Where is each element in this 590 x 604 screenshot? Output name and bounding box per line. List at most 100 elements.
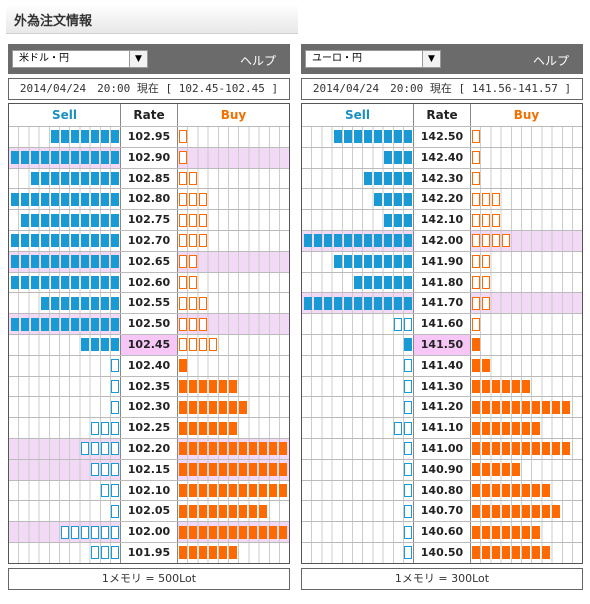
- help-link[interactable]: ヘルプ: [532, 54, 569, 68]
- buy-volume-block: [472, 525, 480, 539]
- buy-volume-block: [219, 379, 227, 393]
- sell-volume-block: [81, 192, 89, 206]
- buy-volume-block: [179, 234, 187, 248]
- rate-value: 102.15: [127, 462, 171, 476]
- sell-volume-block: [91, 338, 99, 352]
- sell-volume-bar: [9, 230, 121, 251]
- buy-volume-block: [482, 442, 490, 456]
- rate-value: 140.80: [420, 483, 464, 497]
- buy-volume-bar: [177, 397, 289, 418]
- buy-volume-bar: [177, 189, 289, 210]
- rate-value: 141.40: [420, 358, 464, 372]
- sell-volume-block: [384, 275, 392, 289]
- sell-volume-block: [404, 483, 412, 497]
- chevron-down-icon[interactable]: ▼: [129, 51, 147, 67]
- buy-volume-block: [482, 234, 490, 248]
- buy-volume-block: [542, 400, 550, 414]
- order-book-row: 102.35: [9, 375, 289, 397]
- order-book-row: 102.50: [9, 313, 289, 334]
- order-book-row: 102.85: [9, 167, 289, 189]
- sell-volume-block: [81, 171, 89, 185]
- buy-volume-block: [512, 442, 520, 456]
- buy-volume-block: [492, 213, 500, 227]
- sell-volume-block: [91, 317, 99, 331]
- rate-value: 102.85: [127, 171, 171, 185]
- order-book-row: 102.65: [9, 250, 289, 272]
- sell-volume-block: [91, 213, 99, 227]
- sell-volume-block: [384, 255, 392, 269]
- buy-volume-block: [552, 442, 560, 456]
- sell-volume-block: [91, 171, 99, 185]
- rate-value: 141.00: [420, 441, 464, 455]
- order-book-row: 102.30: [9, 396, 289, 418]
- sell-volume-block: [404, 442, 412, 456]
- sell-volume-block: [111, 379, 119, 393]
- buy-volume-block: [482, 379, 490, 393]
- buy-volume-block: [249, 463, 257, 477]
- sell-volume-block: [51, 275, 59, 289]
- buy-volume-block: [209, 338, 217, 352]
- sell-volume-block: [91, 421, 99, 435]
- order-book-row: 101.95: [9, 541, 289, 563]
- buy-volume-block: [239, 504, 247, 518]
- sell-volume-bar: [302, 376, 414, 397]
- buy-volume-block: [492, 192, 500, 206]
- buy-volume-block: [492, 463, 500, 477]
- sell-volume-block: [404, 400, 412, 414]
- buy-volume-block: [229, 442, 237, 456]
- sell-volume-bar: [302, 480, 414, 501]
- buy-volume-block: [179, 192, 187, 206]
- buy-volume-block: [502, 400, 510, 414]
- sell-volume-block: [334, 234, 342, 248]
- buy-volume-block: [199, 504, 207, 518]
- sell-volume-bar: [302, 397, 414, 418]
- sell-volume-bar: [302, 127, 414, 147]
- sell-volume-block: [21, 151, 29, 165]
- buy-volume-block: [239, 525, 247, 539]
- buy-volume-block: [219, 421, 227, 435]
- buy-volume-block: [189, 463, 197, 477]
- sell-volume-block: [304, 296, 312, 310]
- order-book-row: 142.30: [302, 167, 582, 189]
- sell-volume-block: [71, 525, 79, 539]
- sell-volume-bar: [9, 438, 121, 459]
- currency-pair-value: ユーロ・円: [312, 53, 362, 64]
- sell-volume-block: [91, 234, 99, 248]
- sell-volume-block: [41, 171, 49, 185]
- buy-volume-block: [532, 483, 540, 497]
- sell-volume-block: [11, 317, 19, 331]
- buy-volume-block: [482, 504, 490, 518]
- currency-pair-select[interactable]: 米ドル・円 ▼: [12, 50, 148, 68]
- rate-value: 102.25: [127, 421, 171, 435]
- sell-volume-block: [51, 317, 59, 331]
- buy-volume-block: [472, 275, 480, 289]
- buy-volume-block: [229, 546, 237, 560]
- sell-volume-block: [31, 151, 39, 165]
- rate-value: 102.80: [127, 192, 171, 206]
- sell-volume-block: [374, 130, 382, 144]
- chevron-down-icon[interactable]: ▼: [422, 51, 440, 67]
- buy-volume-block: [179, 483, 187, 497]
- buy-volume-block: [199, 192, 207, 206]
- buy-volume-block: [199, 400, 207, 414]
- sell-volume-block: [101, 255, 109, 269]
- buy-volume-block: [269, 525, 277, 539]
- buy-volume-block: [179, 359, 187, 373]
- help-link[interactable]: ヘルプ: [239, 54, 276, 68]
- buy-volume-bar: [177, 376, 289, 397]
- buy-volume-block: [189, 483, 197, 497]
- buy-volume-block: [219, 525, 227, 539]
- sell-volume-block: [71, 192, 79, 206]
- unit-label: 1メモリ = 300Lot: [301, 567, 583, 590]
- sell-volume-block: [111, 130, 119, 144]
- currency-pair-select[interactable]: ユーロ・円 ▼: [305, 50, 441, 68]
- buy-volume-bar: [177, 501, 289, 522]
- sell-volume-bar: [302, 189, 414, 210]
- buy-volume-block: [512, 400, 520, 414]
- buy-volume-block: [472, 379, 480, 393]
- sell-volume-block: [51, 171, 59, 185]
- sell-volume-block: [101, 296, 109, 310]
- sell-volume-block: [81, 255, 89, 269]
- sell-volume-bar: [9, 376, 121, 397]
- buy-volume-block: [522, 504, 530, 518]
